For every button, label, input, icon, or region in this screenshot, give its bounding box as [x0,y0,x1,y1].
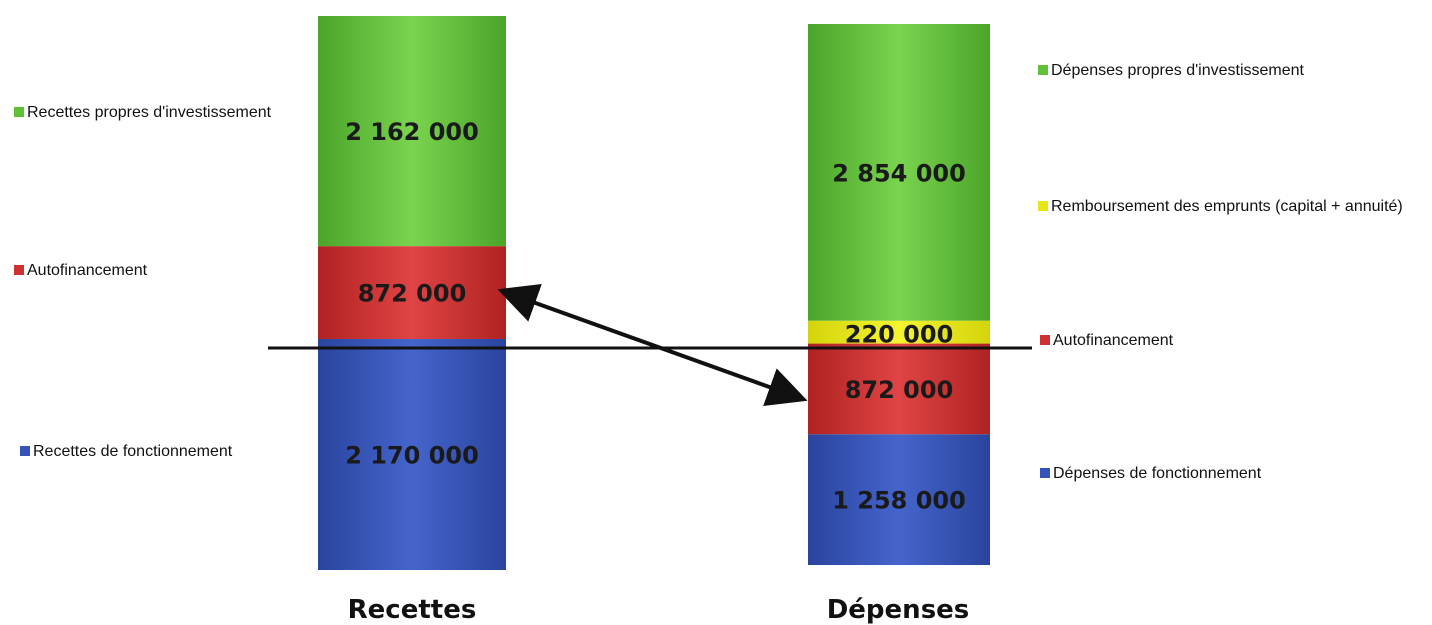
legend-label-recettes-1: Autofinancement [27,262,148,279]
data-label-depenses-1: 872 000 [845,376,954,404]
legend-label-recettes-2: Recettes de fonctionnement [33,443,233,460]
category-label-depenses: Dépenses [827,595,970,625]
bar-segment-depenses-3 [808,24,990,321]
bars-layer [318,16,990,570]
legend-label-depenses-3: Dépenses de fonctionnement [1053,465,1262,482]
bar-segment-recettes-1 [318,246,506,339]
legend-swatch-depenses-2 [1040,335,1050,345]
segment-labels-layer: 2 170 000 872 000 2 162 000 1 258 000 872 00… [345,118,966,515]
data-label-recettes-0: 2 170 000 [345,441,479,469]
bar-segment-recettes-2 [318,16,506,247]
legend-label-recettes-0: Recettes propres d'investissement [27,104,272,121]
legend-swatch-recettes-0 [14,107,24,117]
bar-segment-depenses-0 [808,434,990,565]
bar-segment-depenses-2 [808,320,990,344]
legend-swatch-depenses-0 [1038,65,1048,75]
data-label-recettes-1: 872 000 [358,280,467,308]
data-label-depenses-2: 220 000 [845,321,954,349]
bar-segment-recettes-0 [318,338,506,570]
legend-swatch-recettes-1 [14,265,24,275]
legend-label-depenses-0: Dépenses propres d'investissement [1051,62,1305,79]
legend-swatch-depenses-1 [1038,201,1048,211]
category-label-recettes: Recettes [348,595,477,625]
bar-segment-depenses-1 [808,343,990,435]
autofinancement-double-arrow [497,283,808,407]
legend-swatch-depenses-3 [1040,468,1050,478]
legend-swatch-recettes-2 [20,446,30,456]
data-label-depenses-3: 2 854 000 [832,159,966,187]
legend-label-depenses-1: Remboursement des emprunts (capital + an… [1051,198,1403,215]
data-label-depenses-0: 1 258 000 [832,487,966,515]
legend-layer: Recettes propres d'investissement Autofin… [14,62,1403,482]
legend-label-depenses-2: Autofinancement [1053,332,1174,349]
data-label-recettes-2: 2 162 000 [345,118,479,146]
